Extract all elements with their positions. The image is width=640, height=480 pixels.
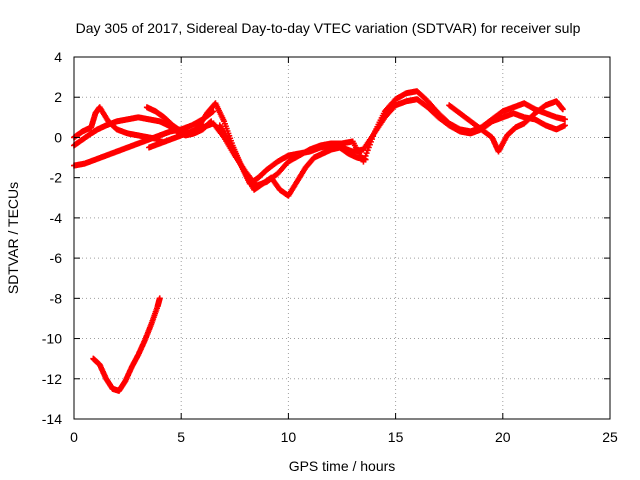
data-point [363,150,370,157]
y-tick-label: 2 [54,89,62,105]
y-tick-label: -12 [42,371,62,387]
x-tick-label: 0 [70,429,78,445]
data-point [369,136,376,143]
series-track-c [71,104,163,143]
plot-frame [73,56,611,420]
y-tick-label: -10 [42,331,62,347]
series-track-f [216,122,369,199]
data-point [362,156,369,163]
data-point [366,141,373,148]
y-tick-label: -14 [42,411,62,427]
x-axis-label: GPS time / hours [289,458,396,474]
x-tick-label: 25 [602,429,618,445]
data-point [364,147,371,154]
y-axis-label: SDTVAR / TECUs [5,182,21,294]
data-point [561,122,568,129]
data-point [370,133,377,140]
x-tick-label: 5 [177,429,185,445]
data-point [367,138,374,145]
y-tick-label: 4 [54,49,62,65]
y-tick-label: -6 [50,250,63,266]
series-track-h [90,295,163,394]
data-point [561,116,568,123]
data-point [559,106,566,113]
x-tick-label: 20 [495,429,511,445]
chart-title: Day 305 of 2017, Sidereal Day-to-day VTE… [76,20,581,36]
y-tick-label: -4 [50,210,63,226]
data-point [156,295,163,302]
y-tick-label: -8 [50,290,63,306]
data-point [365,144,372,151]
data-marks [71,88,568,394]
y-tick-label: -2 [50,170,63,186]
x-tick-label: 15 [388,429,404,445]
axis-ticks: 0 5 10 15 20 25 -14 -12 -10 -8 -6 -4 -2 0 2 4 [42,49,618,445]
x-tick-label: 10 [281,429,297,445]
y-tick-label: 0 [54,129,62,145]
series-track-g [446,98,566,155]
